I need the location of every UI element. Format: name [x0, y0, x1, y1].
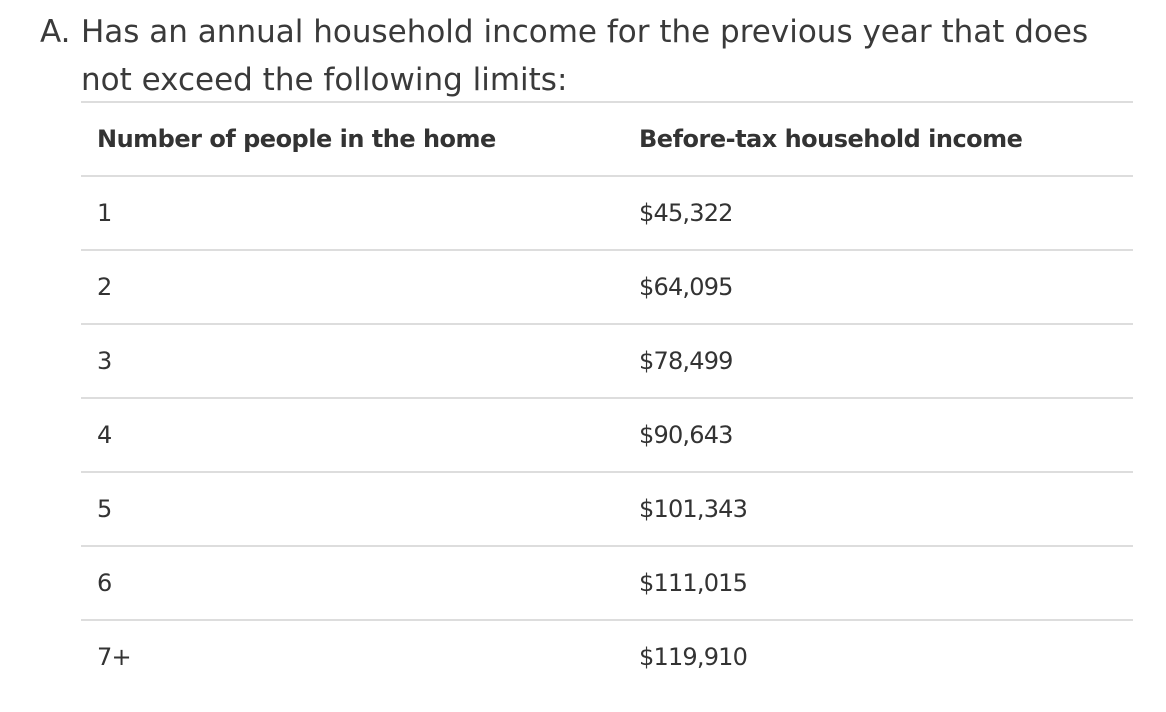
table-row: 2 $64,095 — [81, 249, 1133, 324]
table-cell: 2 — [81, 249, 623, 324]
table-cell: $119,910 — [623, 619, 1133, 693]
column-header: Number of people in the home — [81, 101, 623, 176]
table-cell: $101,343 — [623, 471, 1133, 546]
column-header: Before-tax household income — [623, 101, 1133, 176]
table-row: 3 $78,499 — [81, 323, 1133, 398]
table-cell: 1 — [81, 175, 623, 250]
table-row: 6 $111,015 — [81, 545, 1133, 620]
table-cell: 4 — [81, 397, 623, 472]
income-table: Number of people in the home Before-tax h… — [81, 101, 1133, 693]
header-row: Number of people in the home Before-tax h… — [81, 101, 1133, 176]
table-cell: $78,499 — [623, 323, 1133, 398]
table-cell: $111,015 — [623, 545, 1133, 620]
table-cell: 6 — [81, 545, 623, 620]
table-cell: $45,322 — [623, 175, 1133, 250]
table-cell: $64,095 — [623, 249, 1133, 324]
table-row: 1 $45,322 — [81, 175, 1133, 250]
table-row: 5 $101,343 — [81, 471, 1133, 546]
table-cell: 7+ — [81, 619, 623, 693]
table-row: 7+ $119,910 — [81, 619, 1133, 693]
list-item: A. Has an annual household income for th… — [40, 8, 1130, 104]
list-marker: A. — [40, 14, 71, 50]
table-cell: 5 — [81, 471, 623, 546]
table-cell: $90,643 — [623, 397, 1133, 472]
table-cell: 3 — [81, 323, 623, 398]
list-text: Has an annual household income for the p… — [81, 14, 1089, 98]
table-row: 4 $90,643 — [81, 397, 1133, 472]
